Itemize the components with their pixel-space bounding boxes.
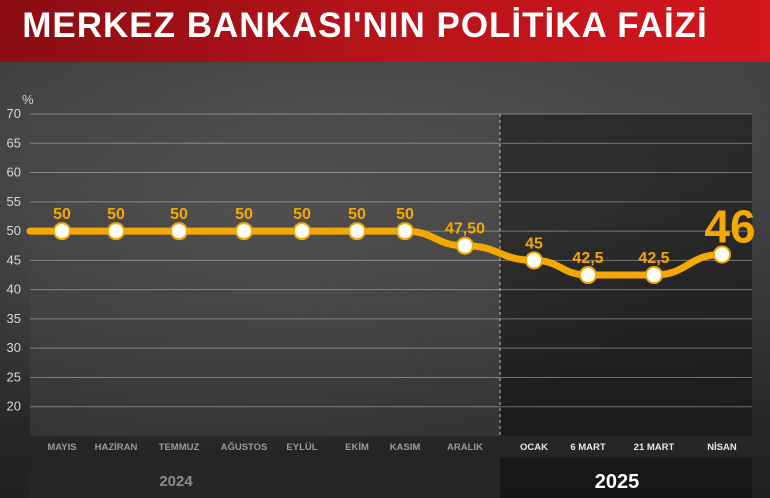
data-point <box>456 236 474 255</box>
x-tick-label: TEMMUZ <box>159 442 200 453</box>
data-label: 50 <box>396 206 414 223</box>
data-label: 50 <box>53 206 71 223</box>
x-tick-label: MAYIS <box>47 442 76 453</box>
data-point <box>53 222 71 241</box>
data-point <box>293 222 311 241</box>
x-tick-label: AĞUSTOS <box>221 441 268 453</box>
data-point <box>107 222 125 241</box>
data-label: 50 <box>293 206 311 223</box>
x-tick-label: NİSAN <box>707 442 737 453</box>
x-tick-label: OCAK <box>520 442 548 453</box>
year-label-2024: 2024 <box>159 473 193 490</box>
data-point <box>396 222 414 241</box>
x-tick-label: HAZİRAN <box>95 442 138 453</box>
chart-title: MERKEZ BANKASI'NIN POLİTİKA FAİZİ <box>22 6 708 45</box>
y-tick-label: 25 <box>7 369 21 384</box>
data-label: 50 <box>235 206 253 223</box>
x-tick-label: EKİM <box>345 442 369 453</box>
y-tick-label: 60 <box>7 165 21 180</box>
title-bar: MERKEZ BANKASI'NIN POLİTİKA FAİZİ <box>0 0 770 62</box>
data-label: 42,5 <box>572 250 603 267</box>
x-tick-label: 6 MART <box>570 442 606 453</box>
y-tick-label: 55 <box>7 194 21 209</box>
x-tick-label: KASIM <box>390 442 421 453</box>
data-label: 50 <box>348 206 366 223</box>
data-label: 42,5 <box>638 250 669 267</box>
data-label: 50 <box>107 206 125 223</box>
data-point <box>348 222 366 241</box>
x-tick-label: EYLÜL <box>286 442 317 453</box>
year-band-2025 <box>500 458 752 498</box>
y-tick-label: 50 <box>7 223 21 238</box>
data-label: 45 <box>525 235 543 252</box>
y-unit-label: % <box>22 92 34 107</box>
data-point <box>525 251 543 270</box>
y-tick-label: 35 <box>7 311 21 326</box>
x-tick-label: ARALIK <box>447 442 483 453</box>
data-point <box>235 222 253 241</box>
data-label: 46 <box>704 201 755 253</box>
y-tick-label: 70 <box>7 106 21 121</box>
y-tick-label: 20 <box>7 399 21 414</box>
x-tick-label: 21 MART <box>634 442 675 453</box>
year-band-2024 <box>30 458 500 498</box>
data-label: 47,50 <box>445 221 485 238</box>
plot-area-2024 <box>30 114 500 436</box>
data-label: 50 <box>170 206 188 223</box>
data-point <box>170 222 188 241</box>
y-tick-label: 65 <box>7 135 21 150</box>
data-point <box>645 266 663 284</box>
y-tick-label: 45 <box>7 252 21 267</box>
y-tick-label: 30 <box>7 340 21 355</box>
data-point <box>713 245 731 264</box>
data-point <box>579 266 597 284</box>
y-tick-label: 40 <box>7 282 21 297</box>
year-label-2025: 2025 <box>595 471 640 493</box>
